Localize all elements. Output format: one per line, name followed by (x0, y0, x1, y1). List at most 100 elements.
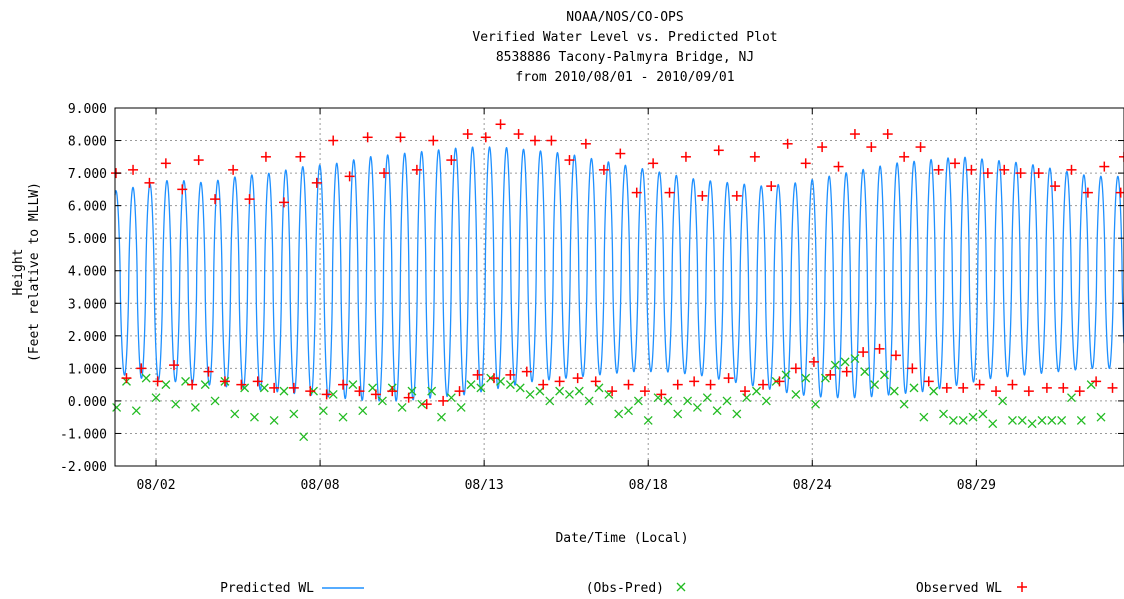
observed-wl-point (488, 373, 499, 384)
obs-pred-point (1076, 415, 1086, 425)
observed-wl-point (1007, 379, 1018, 390)
observed-wl-point (974, 379, 985, 390)
x-tick-label: 08/08 (301, 478, 340, 493)
observed-wl-point (121, 373, 132, 384)
observed-wl-point (1091, 376, 1102, 387)
observed-wl-point (521, 366, 532, 377)
obs-pred-point (722, 396, 732, 406)
observed-wl-point (428, 135, 439, 146)
observed-wl-point (607, 386, 618, 397)
obs-pred-point (683, 396, 693, 406)
title-line-2: Verified Water Level vs. Predicted Plot (472, 30, 777, 45)
observed-wl-point (472, 369, 483, 380)
obs-pred-point (692, 402, 702, 412)
obs-pred-point (988, 419, 998, 429)
obs-pred-point (358, 406, 368, 416)
y-tick-label: 0.000 (68, 395, 107, 410)
obs-pred-point (249, 412, 259, 422)
observed-wl-point (849, 129, 860, 140)
observed-wl-point (505, 369, 516, 380)
observed-wl-point (411, 164, 422, 175)
observed-wl-point (890, 350, 901, 361)
observed-wl-point (395, 132, 406, 143)
observed-wl-point (328, 135, 339, 146)
obs-pred-point (299, 432, 309, 442)
obs-pred-point (565, 389, 574, 399)
observed-wl-point (580, 138, 591, 149)
obs-pred-point (1017, 415, 1027, 425)
predicted-wl-line (114, 146, 1124, 402)
observed-wl-point (1023, 386, 1034, 397)
observed-wl-point (311, 177, 322, 188)
observed-wl-point (564, 155, 575, 166)
legend: Predicted WL (Obs-Pred) Observed WL (220, 581, 1027, 596)
plot-frame (114, 107, 1124, 467)
observed-wl-point (1058, 382, 1069, 393)
observed-wl-point (354, 386, 365, 397)
observed-wl-point (656, 389, 667, 400)
obs-pred-point (190, 402, 200, 412)
y-tick-label: 5.000 (68, 232, 107, 247)
obs-pred-point (456, 402, 466, 412)
obs-pred-point (141, 373, 151, 383)
observed-wl-point (1033, 168, 1044, 179)
observed-wl-point (874, 343, 885, 354)
observed-wl-point (689, 376, 700, 387)
observed-wl-point (136, 363, 147, 374)
obs-pred-point (761, 396, 771, 406)
observed-wl-point (446, 155, 457, 166)
y-tick-label: -1.000 (60, 427, 107, 442)
observed-wl-point (758, 379, 769, 390)
observed-wl-point (866, 142, 877, 153)
observed-wl-point (615, 148, 626, 159)
observed-wl-point (269, 382, 280, 393)
obs-pred-point (545, 396, 555, 406)
observed-wl-point (546, 135, 557, 146)
x-tick-label: 08/13 (465, 478, 504, 493)
y-axis-label: Height (Feet relative to MLLW) (11, 182, 42, 362)
observed-wl-point (991, 386, 1002, 397)
obs-pred-point (1007, 415, 1017, 425)
observed-wl-point (639, 386, 650, 397)
obs-pred-point (131, 406, 141, 416)
observed-wl-point (260, 151, 271, 162)
observed-wl-point (295, 151, 306, 162)
observed-wl-point (513, 129, 524, 140)
obs-pred-point (348, 380, 358, 390)
observed-wl-point (462, 129, 473, 140)
observed-wl-point (193, 155, 204, 166)
obs-pred-point (1037, 415, 1047, 425)
observed-wl-point (800, 158, 811, 169)
obs-pred-point (870, 380, 880, 390)
obs-pred-point (801, 373, 811, 383)
obs-pred-point (230, 409, 240, 419)
obs-pred-point (939, 409, 948, 419)
obs-pred-point (112, 402, 122, 412)
obs-pred-point (338, 412, 348, 422)
series-obs-pred (112, 354, 1106, 442)
obs-pred-point (427, 386, 437, 396)
observed-wl-point (808, 356, 819, 367)
observed-wl-point (387, 386, 398, 397)
observed-wl-point (705, 379, 716, 390)
observed-wl-point (344, 171, 355, 182)
y-tick-label: 9.000 (68, 102, 107, 117)
observed-wl-point (825, 369, 836, 380)
observed-wl-point (933, 164, 944, 175)
observed-wl-point (362, 132, 373, 143)
observed-wl-point (152, 376, 163, 387)
observed-wl-point (554, 376, 565, 387)
series-observed-wl (110, 119, 1124, 410)
obs-pred-point (614, 409, 624, 419)
y-axis-ticks: 9.000 8.000 7.000 6.000 5.000 4.000 3.000 2.000… (60, 102, 1124, 475)
y-tick-label: 4.000 (68, 265, 107, 280)
observed-wl-point (749, 151, 760, 162)
obs-pred-point (791, 389, 801, 399)
obs-pred-point (1057, 415, 1067, 425)
observed-wl-point (454, 386, 465, 397)
observed-wl-point (740, 386, 751, 397)
obs-pred-point (397, 402, 407, 412)
obs-pred-point (830, 360, 840, 370)
observed-wl-point (203, 366, 214, 377)
legend-marker-obs-pred (676, 582, 686, 592)
